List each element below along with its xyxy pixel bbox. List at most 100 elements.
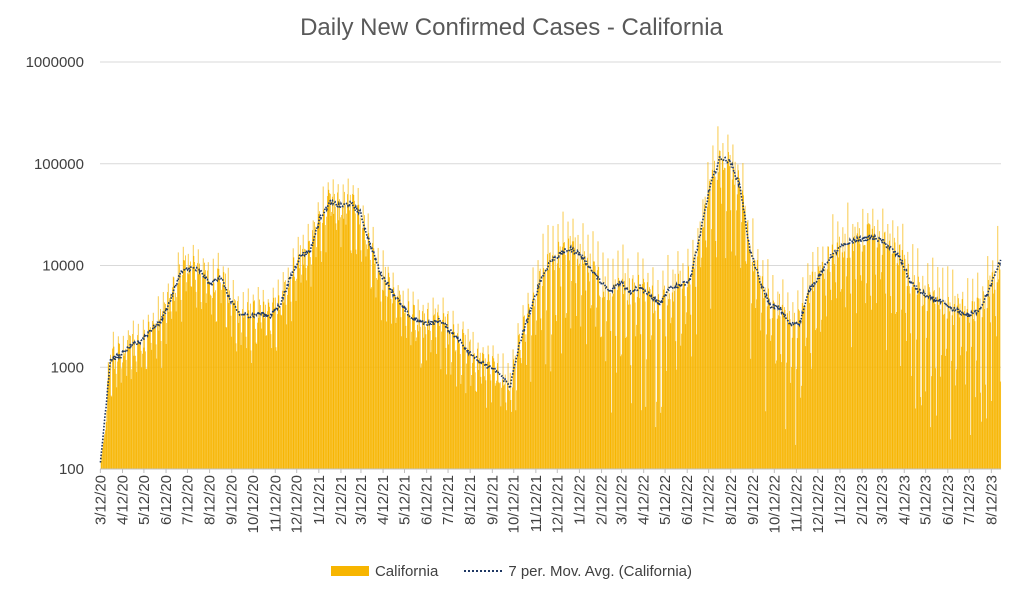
bar <box>220 303 222 469</box>
bar <box>772 275 774 469</box>
bar <box>581 295 582 469</box>
bar <box>574 247 575 469</box>
bar <box>499 383 500 469</box>
bar <box>742 163 744 469</box>
bar <box>702 199 704 470</box>
bar <box>925 391 927 469</box>
bar <box>319 211 320 469</box>
bar <box>474 353 475 469</box>
bar <box>273 297 275 469</box>
bar <box>479 358 480 469</box>
bar <box>387 266 389 469</box>
bar <box>147 314 149 469</box>
bar <box>759 275 761 469</box>
x-tick-label: 7/12/22 <box>701 475 718 525</box>
bar <box>782 279 784 469</box>
x-tick-label: 5/12/22 <box>657 475 674 525</box>
bar <box>454 351 456 469</box>
bar <box>523 316 525 469</box>
bar <box>466 363 467 469</box>
bar <box>392 272 394 469</box>
bar <box>446 374 447 469</box>
bar <box>105 430 106 469</box>
bar <box>633 293 635 469</box>
bar <box>194 279 196 469</box>
bar <box>622 244 624 469</box>
bar <box>781 362 782 469</box>
bar <box>616 372 617 469</box>
bar <box>969 314 971 469</box>
bar <box>402 290 404 469</box>
bar <box>625 337 627 469</box>
bar <box>919 288 921 469</box>
bar <box>514 364 515 469</box>
bar <box>629 304 631 469</box>
bar <box>610 330 612 469</box>
bar <box>644 301 646 469</box>
bar <box>183 260 185 469</box>
bar <box>745 261 747 469</box>
bar <box>771 335 772 469</box>
bar <box>122 362 123 469</box>
bar <box>601 336 602 469</box>
bar <box>670 323 672 469</box>
bar <box>593 261 595 469</box>
bar <box>749 251 750 469</box>
bar <box>973 319 974 469</box>
bar <box>326 216 328 469</box>
bar <box>559 246 561 469</box>
bar <box>417 299 419 469</box>
bar <box>791 366 792 469</box>
bar <box>212 297 213 469</box>
bar <box>787 292 789 469</box>
bar <box>881 272 882 469</box>
bar <box>912 244 914 469</box>
bar <box>592 231 594 469</box>
bar <box>482 347 484 469</box>
bar <box>505 402 507 469</box>
bar <box>209 282 210 469</box>
bar <box>890 296 892 469</box>
bar <box>286 324 288 469</box>
bar <box>261 328 263 469</box>
bar <box>363 228 365 469</box>
bar <box>975 397 977 469</box>
bar <box>827 246 829 469</box>
bar <box>218 268 220 469</box>
bar <box>813 291 814 469</box>
bar <box>272 302 273 469</box>
bar <box>137 335 138 469</box>
bar <box>171 318 173 469</box>
bar <box>432 321 433 469</box>
bar <box>356 254 358 469</box>
x-tick-label: 4/12/20 <box>115 475 132 525</box>
y-tick-label: 10000 <box>42 258 84 275</box>
bar <box>404 309 406 469</box>
bar <box>930 427 932 469</box>
bar <box>120 355 121 469</box>
bar <box>352 193 353 469</box>
bar <box>306 280 308 469</box>
bar <box>387 296 388 469</box>
bar <box>328 189 330 470</box>
moving-average-line <box>99 156 1002 463</box>
bar <box>730 210 732 469</box>
bar <box>966 309 968 469</box>
bar <box>652 267 654 469</box>
bar <box>833 253 834 469</box>
bar <box>655 427 657 469</box>
bar <box>835 282 837 469</box>
bar <box>972 278 974 469</box>
bar <box>349 210 350 469</box>
bar <box>701 227 703 469</box>
bar <box>603 291 605 469</box>
bar <box>677 251 679 469</box>
bar <box>706 206 708 469</box>
bar <box>785 429 787 469</box>
bar <box>876 247 878 469</box>
bar <box>769 298 770 469</box>
bar <box>252 316 253 469</box>
bar <box>443 313 445 469</box>
x-tick-label: 7/12/21 <box>440 475 457 525</box>
bar <box>238 322 240 469</box>
